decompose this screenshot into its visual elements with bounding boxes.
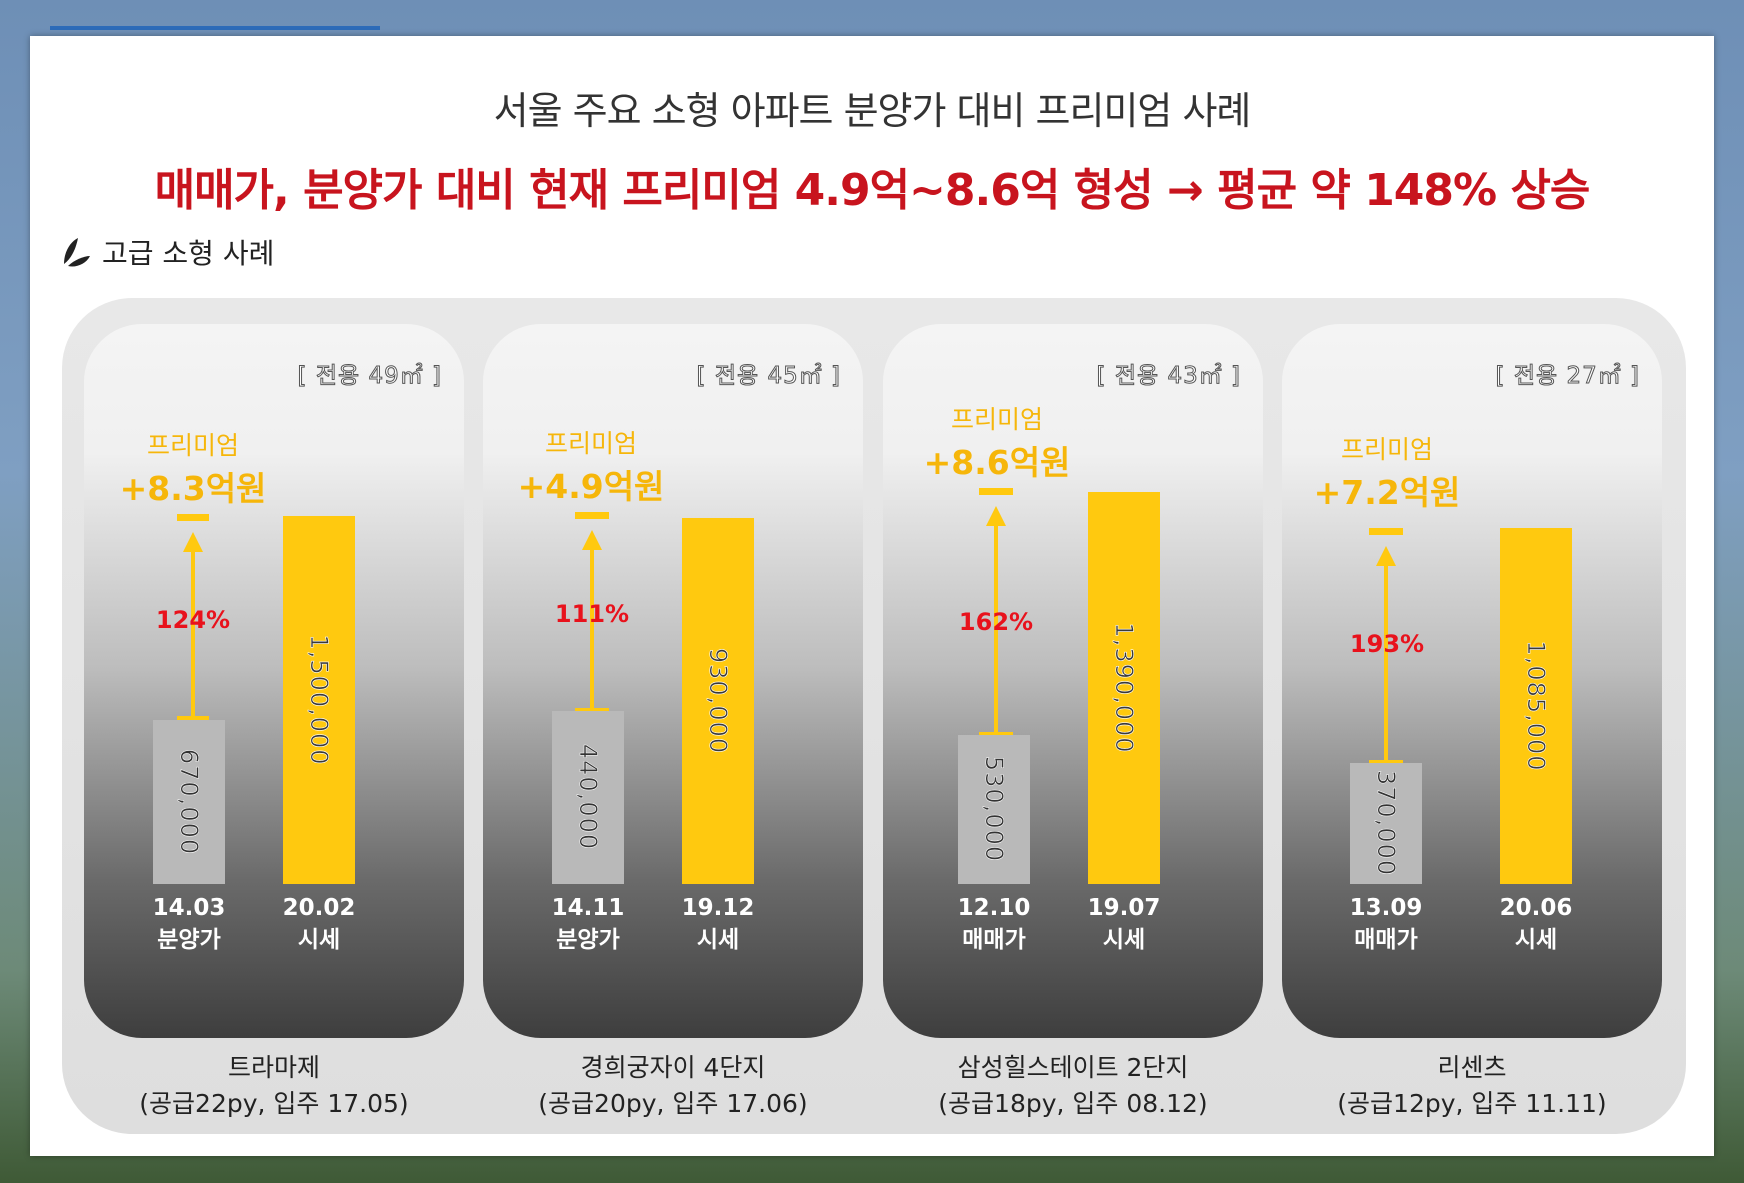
x-date: 14.11 [551,895,625,921]
x-label: 13.09 매매가 [1350,892,1423,956]
x-category: 시세 [1514,927,1558,953]
x-category: 시세 [297,927,341,953]
base-tick [177,716,209,723]
x-date: 12.10 [957,895,1031,921]
premium-label: 프리미엄 [1340,435,1434,464]
premium-top-tick [979,488,1013,495]
bar-value-label: 370,000 [1372,770,1401,877]
arrow-head [986,506,1006,526]
bar-current: 930,000 [682,518,754,884]
premium-top-tick [177,514,209,521]
chart-card-1: [ 전용 45㎡ ] 프리미엄 +4.9억원 111% 440,000 930,… [483,324,863,1038]
x-category: 매매가 [962,927,1026,953]
charts-panel: [ 전용 49㎡ ] 프리미엄 +8.3억원 124% 670,000 1,50… [62,298,1686,1134]
x-date: 19.12 [681,895,755,921]
bar-base: 440,000 [552,710,624,884]
bar-base: 670,000 [153,719,225,884]
area-label: [ 전용 45㎡ ] [696,363,841,390]
percent-label: 162% [958,608,1034,636]
arrow-line [191,550,195,716]
premium-value: +7.2억원 [1313,473,1461,512]
area-label: [ 전용 49㎡ ] [297,363,442,390]
chart-card-2: [ 전용 43㎡ ] 프리미엄 +8.6억원 162% 530,000 1,39… [883,324,1263,1038]
area-label: [ 전용 27㎡ ] [1495,363,1640,390]
percent-label: 111% [554,600,630,628]
complex-name: 리센츠 [1437,1053,1507,1082]
chart-card-0: [ 전용 49㎡ ] 프리미엄 +8.3억원 124% 670,000 1,50… [84,324,464,1038]
x-label: 14.03 분양가 [153,892,226,956]
bar-value-label: 440,000 [574,744,603,851]
complex-name: 경희궁자이 4단지 [580,1053,766,1082]
complex-info: (공급22py, 입주 17.05) [139,1089,409,1118]
x-category: 시세 [1102,927,1146,953]
premium-value: +4.9억원 [517,467,665,506]
x-category: 시세 [696,927,740,953]
page-title: 서울 주요 소형 아파트 분양가 대비 프리미엄 사례 [493,89,1252,133]
arrow-head [183,532,203,552]
x-label: 20.02 시세 [283,892,356,956]
bar-base: 530,000 [958,734,1030,884]
bar-value-label: 930,000 [704,647,733,755]
chart-card-3: [ 전용 27㎡ ] 프리미엄 +7.2억원 193% 370,000 1,08… [1282,324,1662,1038]
accent-line [50,26,380,30]
bar-value-label: 530,000 [980,756,1009,863]
x-label: 19.12 시세 [682,892,755,956]
bar-base: 370,000 [1350,762,1422,884]
complex-info: (공급12py, 입주 11.11) [1337,1089,1607,1118]
slide: 서울 주요 소형 아파트 분양가 대비 프리미엄 사례 매매가, 분양가 대비 … [30,36,1714,1156]
x-label: 14.11 분양가 [552,892,625,956]
bar-current: 1,390,000 [1088,492,1160,884]
arrow-head [582,530,602,550]
bar-value-label: 1,500,000 [305,634,334,766]
bar-current: 1,500,000 [283,516,355,884]
arrow-line [994,524,998,732]
x-date: 13.09 [1349,895,1423,921]
complex-info: (공급20py, 입주 17.06) [538,1089,808,1118]
x-date: 14.03 [152,895,226,921]
premium-value: +8.3억원 [119,469,267,508]
x-category: 분양가 [556,927,620,953]
arrow-line [590,548,594,708]
premium-label: 프리미엄 [544,429,638,458]
percent-label: 193% [1349,630,1425,658]
premium-top-tick [1369,528,1403,535]
x-date: 19.07 [1087,895,1161,921]
bar-value-label: 1,085,000 [1522,640,1551,772]
x-label: 19.07 시세 [1088,892,1161,956]
x-label: 20.06 시세 [1500,892,1573,956]
premium-top-tick [575,512,609,519]
x-date: 20.06 [1499,895,1573,921]
arrow-line [1384,564,1388,760]
section-heading: 고급 소형 사례 [60,232,274,272]
premium-value: +8.6억원 [923,443,1071,482]
x-label: 12.10 매매가 [958,892,1031,956]
arrow-head [1376,546,1396,566]
page-subtitle: 매매가, 분양가 대비 현재 프리미엄 4.9억~8.6억 형성 → 평균 약 … [154,165,1591,216]
premium-label: 프리미엄 [146,431,240,460]
x-category: 매매가 [1354,927,1418,953]
bar-value-label: 1,390,000 [1110,622,1139,754]
percent-label: 124% [155,606,231,634]
bar-value-label: 670,000 [175,748,204,855]
complex-name: 삼성힐스테이트 2단지 [957,1053,1189,1082]
x-date: 20.02 [282,895,356,921]
bar-current: 1,085,000 [1500,528,1572,884]
x-category: 분양가 [157,927,221,953]
premium-label: 프리미엄 [950,405,1044,434]
complex-name: 트라마제 [227,1053,320,1082]
section-label: 고급 소형 사례 [102,237,275,270]
complex-info: (공급18py, 입주 08.12) [938,1089,1208,1118]
leaf-icon [64,238,90,267]
area-label: [ 전용 43㎡ ] [1096,363,1241,390]
